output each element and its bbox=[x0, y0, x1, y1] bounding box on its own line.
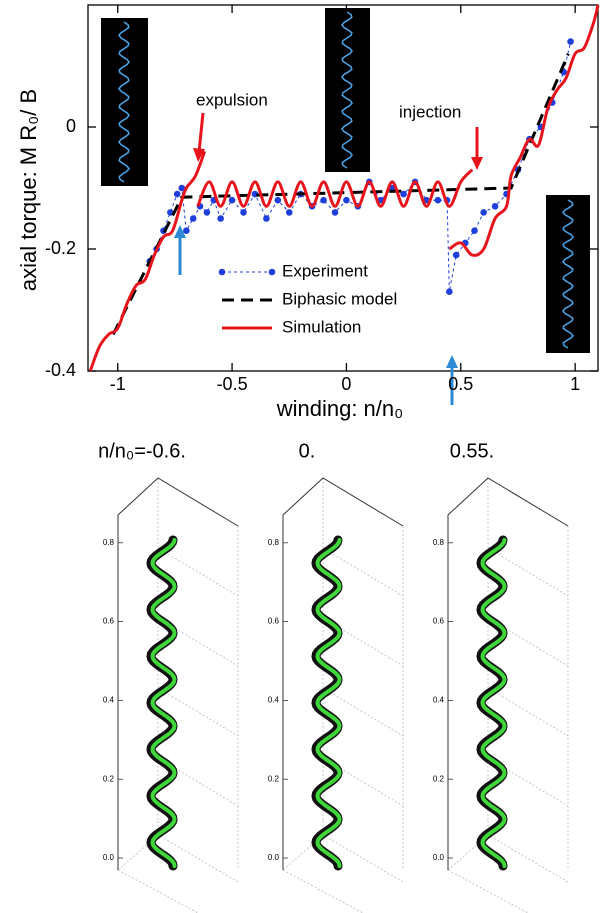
z-tick-label: 0.8 bbox=[268, 538, 280, 547]
inset-filament bbox=[561, 199, 575, 349]
data-point bbox=[491, 203, 499, 210]
inset-filament bbox=[340, 11, 354, 169]
panel-box bbox=[447, 477, 569, 913]
inset-images bbox=[101, 8, 590, 353]
z-tick-label: 0.0 bbox=[103, 853, 115, 862]
data-point bbox=[173, 190, 181, 198]
helix bbox=[480, 538, 507, 868]
data-point bbox=[480, 209, 487, 216]
panel-title: 0.55. bbox=[450, 440, 494, 462]
y-tick-label: -0.2 bbox=[45, 238, 76, 258]
data-point bbox=[446, 288, 453, 296]
legend-label: Biphasic model bbox=[282, 289, 397, 308]
data-point bbox=[217, 215, 224, 222]
plot-frame bbox=[87, 4, 599, 372]
arrow-head bbox=[193, 148, 205, 162]
box-grid bbox=[322, 757, 404, 807]
x-tick-label: 0 bbox=[341, 374, 351, 394]
z-tick-label: 0.2 bbox=[268, 774, 280, 783]
box-grid bbox=[322, 547, 404, 597]
data-point bbox=[331, 209, 339, 216]
x-tick-label: -1 bbox=[110, 374, 126, 394]
x-axis-label: winding: n/n₀ bbox=[276, 396, 404, 421]
panel-box bbox=[117, 477, 239, 913]
annotation: injection bbox=[399, 102, 461, 121]
box-edge bbox=[447, 477, 569, 870]
y-axis-label: axial torque: M R₀/ B bbox=[16, 89, 41, 291]
box-grid bbox=[322, 617, 404, 667]
data-point bbox=[203, 209, 211, 216]
box-edge bbox=[282, 478, 404, 913]
data-point bbox=[189, 215, 197, 222]
x-tick-label: 0.5 bbox=[448, 374, 473, 394]
helix bbox=[315, 538, 342, 868]
arrow-head bbox=[446, 355, 458, 368]
data-point bbox=[240, 209, 247, 216]
box-grid bbox=[487, 547, 569, 597]
legend-label: Experiment bbox=[282, 261, 368, 280]
data-point bbox=[434, 196, 442, 204]
panel-title: n/n₀=-0.6. bbox=[98, 440, 186, 462]
arrows bbox=[174, 112, 483, 405]
box-grid bbox=[157, 547, 239, 597]
arrow-head bbox=[174, 225, 186, 238]
legend-label: Simulation bbox=[282, 317, 361, 336]
data-point bbox=[452, 251, 460, 259]
y-tick-label: -0.4 bbox=[45, 360, 76, 380]
y-tick-label: 0 bbox=[66, 116, 76, 136]
box-grid bbox=[157, 687, 239, 737]
box-edge bbox=[117, 477, 239, 870]
z-tick-label: 0.8 bbox=[103, 538, 115, 547]
panel-box bbox=[282, 477, 404, 913]
annotation: expulsion bbox=[196, 90, 268, 109]
arrow bbox=[197, 112, 205, 153]
z-tick-label: 0.0 bbox=[433, 853, 445, 862]
z-tick-label: 0.2 bbox=[103, 774, 115, 783]
data-point bbox=[400, 190, 407, 198]
z-tick-label: 0.6 bbox=[103, 617, 115, 626]
data-point bbox=[263, 215, 270, 222]
box-grid bbox=[157, 617, 239, 667]
data-point bbox=[343, 196, 350, 204]
data-point bbox=[178, 184, 186, 192]
legend-marker bbox=[268, 268, 276, 276]
z-tick-label: 0.2 bbox=[433, 774, 445, 783]
data-point bbox=[567, 38, 574, 45]
z-tick-label: 0.4 bbox=[103, 696, 115, 705]
z-tick-label: 0.6 bbox=[268, 617, 280, 626]
series-line bbox=[88, 4, 600, 372]
data-point bbox=[285, 209, 293, 216]
legend-marker bbox=[218, 268, 226, 276]
box-edge bbox=[117, 478, 239, 913]
box-grid bbox=[487, 687, 569, 737]
x-tick-label: -0.5 bbox=[217, 374, 248, 394]
data-point bbox=[183, 227, 190, 234]
box-grid bbox=[322, 687, 404, 737]
series-line bbox=[111, 53, 570, 336]
z-tick-label: 0.0 bbox=[268, 853, 280, 862]
z-tick-label: 0.6 bbox=[433, 617, 445, 626]
box-edge bbox=[447, 478, 569, 913]
data-point bbox=[274, 196, 282, 204]
inset-filament bbox=[117, 21, 131, 183]
arrow-head bbox=[471, 157, 483, 170]
data-point bbox=[471, 227, 478, 234]
z-tick-label: 0.4 bbox=[433, 696, 445, 705]
z-tick-label: 0.4 bbox=[268, 696, 280, 705]
box-edge bbox=[282, 477, 404, 870]
data-point bbox=[320, 196, 327, 204]
data-point bbox=[228, 196, 236, 204]
panel-title: 0. bbox=[299, 440, 316, 462]
box-grid bbox=[157, 757, 239, 807]
box-grid bbox=[487, 757, 569, 807]
box-grid bbox=[487, 617, 569, 667]
z-tick-label: 0.8 bbox=[433, 538, 445, 547]
helix bbox=[150, 538, 177, 868]
x-tick-label: 1 bbox=[570, 374, 580, 394]
